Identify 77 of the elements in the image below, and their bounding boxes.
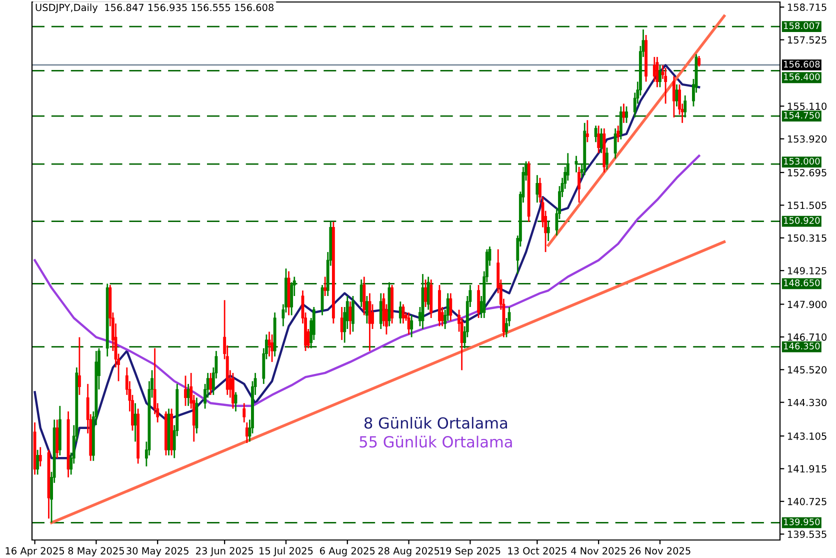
line-series [34,64,700,460]
y-tick-label: 158.715 [788,4,826,11]
y-tick-label: 147.900 [788,300,827,308]
candlestick [38,446,42,468]
candlestick [270,334,274,363]
candlestick [619,106,622,140]
candlestick [242,402,246,424]
y-tick-label: 141.915 [788,465,826,473]
candlestick [622,102,626,124]
candlestick [348,300,352,336]
text: 8 Günlük Ortalama [364,416,507,429]
x-tick-label: 19 Sep 2025 [440,547,500,556]
x-tick-label: 26 Nov 2025 [630,547,690,554]
candlestick [594,124,598,143]
candlestick [605,146,608,170]
x-tick-label: 6 Aug 2025 [320,547,375,556]
candlestick [586,119,589,143]
x-tick-label: 15 Jul 2025 [260,546,313,556]
y-tick-label: 153.920 [788,135,827,143]
y-tick-label: 140.725 [788,498,826,506]
candlestick [536,174,539,204]
candlestick [184,374,187,407]
line-series [34,154,700,408]
y-tick-label: 155.110 [788,102,827,110]
x-tick-label: 4 Nov 2025 [571,547,626,554]
candlestick [78,336,81,396]
ref-line-label: 158.007 [784,22,820,30]
candlestick [614,128,617,160]
ref-line-label: 146.350 [784,342,820,350]
y-tick-label: 145.520 [788,366,827,374]
candlestick [36,449,40,476]
x-tick-label: 8 May 2025 [68,547,124,556]
ref-line-label: 156.608 [784,60,820,68]
candlestick [672,75,676,118]
ref-line-label: 150.920 [784,217,820,224]
x-tick-label: 28 Aug 2025 [378,547,440,556]
ref-line-label: 153.000 [784,158,820,165]
candlestick [402,304,405,324]
text: 55 Günlük Ortalama [360,436,512,448]
candlestick [410,314,414,338]
candlestick [684,94,687,118]
y-tick-label: 157.525 [788,36,826,44]
x-tick-label: 30 May 2025 [126,547,188,556]
candlestick [597,124,600,154]
ref-line-label: 148.650 [784,279,820,286]
candlestick [324,276,327,297]
x-tick-label: 23 Jun 2025 [196,547,253,556]
candlestick [658,64,662,88]
ref-line-label: 154.750 [784,112,820,119]
y-tick-label: 151.505 [788,202,826,210]
y-tick-label: 144.330 [788,398,827,406]
y-tick-label: 146.710 [788,333,827,341]
candlestick [578,166,581,204]
y-tick-label: 149.125 [788,267,826,274]
y-tick-label: 150.315 [788,234,826,242]
y-tick-label: 143.105 [788,432,826,440]
candlestick [664,67,668,104]
candlestick [449,292,452,322]
x-tick-label: 16 Apr 2025 [6,547,64,556]
candlestick [574,155,578,174]
candlestick [698,55,701,68]
candlestick [352,295,354,332]
candlestick [407,312,410,336]
candlestick [209,372,212,396]
candlestick [424,278,428,308]
candlestick [625,106,628,124]
y-tick-label: 139.535 [788,530,826,538]
ref-line-label: 156.400 [784,73,820,80]
y-tick-label: 152.695 [788,168,826,176]
chart-title: USDJPY,Daily 156.847 156.935 156.555 156.608 [36,4,274,14]
candlestick [656,56,659,88]
x-tick-label: 13 Oct 2025 [508,547,566,554]
ref-line-label: 139.950 [784,518,820,526]
candlestick [477,284,480,319]
candlestick [365,295,368,324]
candlestick [616,124,620,143]
candlestick [546,221,550,242]
